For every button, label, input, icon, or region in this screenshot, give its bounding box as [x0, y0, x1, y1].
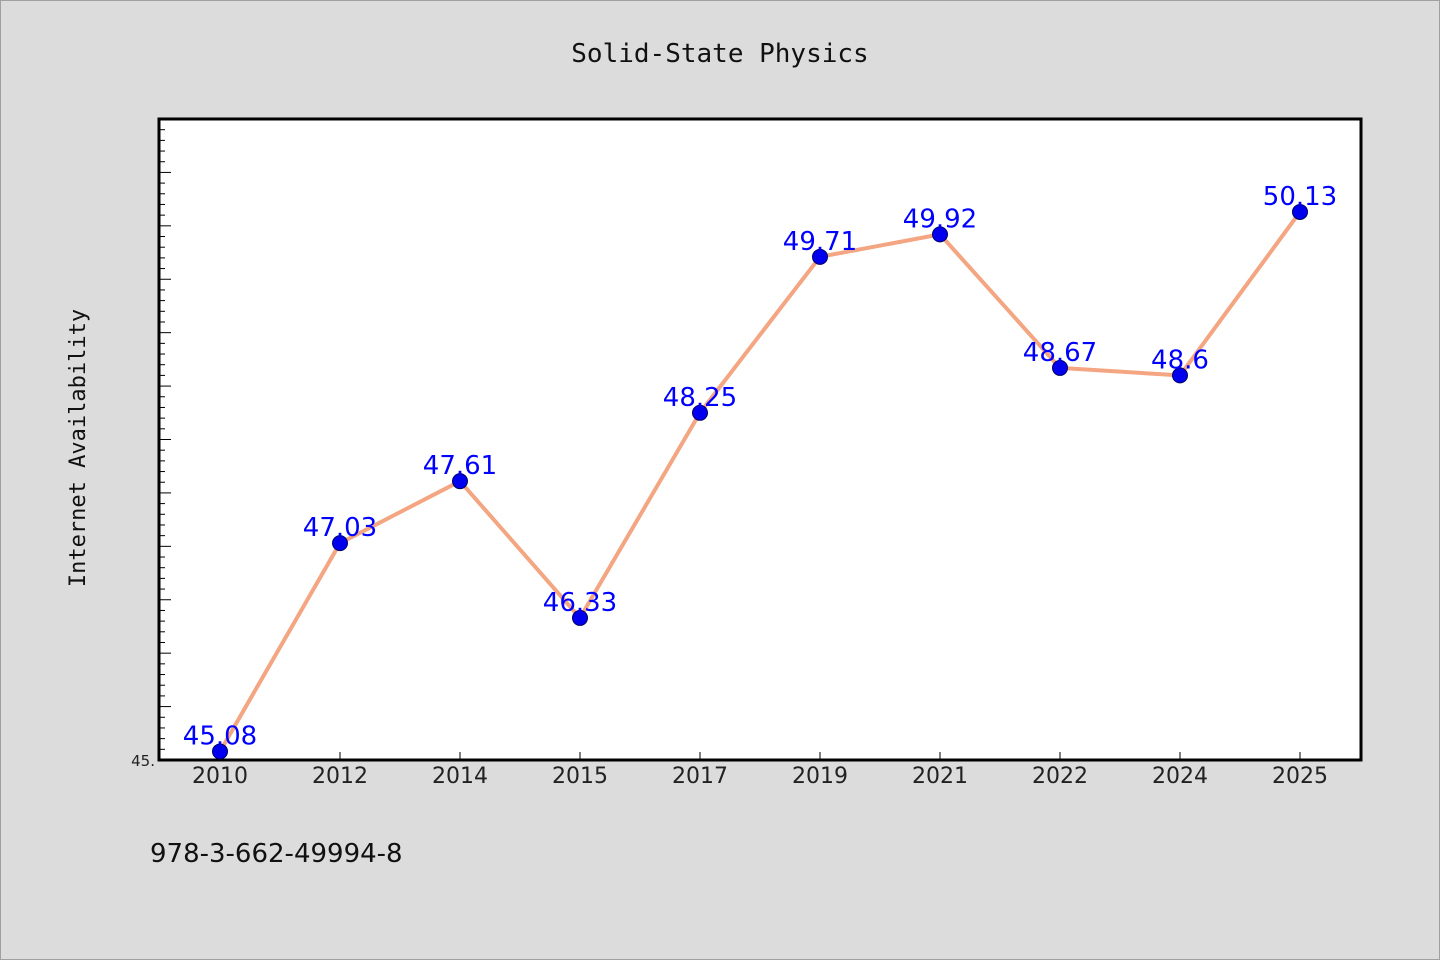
- data-point-2014: [452, 473, 468, 490]
- data-label-2014: 47.61: [423, 451, 497, 481]
- x-tick-label: 2010: [192, 764, 248, 789]
- data-label-2022: 48.67: [1023, 338, 1097, 368]
- data-label-2012: 47.03: [303, 513, 377, 543]
- x-tick-label: 2015: [552, 764, 608, 789]
- x-tick-label: 2021: [912, 764, 968, 789]
- data-point-2019: [812, 248, 828, 265]
- data-point-2017: [692, 404, 708, 421]
- data-label-2025: 50.13: [1263, 182, 1337, 212]
- data-point-2025: [1292, 203, 1308, 220]
- data-labels: 45.08 47.03 47.61 46.33 48.25 49.71 49.92 48.67…: [183, 182, 1337, 752]
- data-label-2017: 48.25: [663, 383, 737, 413]
- data-point-2010: [212, 743, 228, 760]
- data-point-2021: [932, 226, 948, 243]
- y-axis-label: Internet Availability: [66, 309, 91, 587]
- isbn-footer: 978-3-662-49994-8: [150, 839, 403, 869]
- x-tick-label: 2012: [312, 764, 368, 789]
- x-tick-label: 2019: [792, 764, 848, 789]
- y-axis-ticks: 45.: [131, 118, 171, 770]
- x-tick-label: 2024: [1152, 764, 1208, 789]
- x-tick-label: 2017: [672, 764, 728, 789]
- data-label-2019: 49.71: [783, 227, 857, 257]
- plot-area: [157, 117, 1363, 762]
- data-label-2015: 46.33: [543, 588, 617, 618]
- series-layer: [212, 203, 1308, 760]
- data-point-2015: [572, 609, 588, 626]
- data-point-2024: [1172, 367, 1188, 384]
- data-label-2021: 49.92: [903, 204, 977, 234]
- x-tick-label: 2025: [1272, 764, 1328, 789]
- data-point-2022: [1052, 359, 1068, 376]
- x-tick-label: 2022: [1032, 764, 1088, 789]
- x-tick-label: 2014: [432, 764, 488, 789]
- data-label-2024: 48.6: [1151, 345, 1209, 375]
- x-axis-ticks: 2010 2012 2014 2015 2017 2019 2021 2022 2024 2025: [192, 752, 1328, 789]
- data-point-2012: [332, 535, 348, 552]
- y-tick-label: 45.: [131, 752, 155, 770]
- series-line: [218, 209, 1302, 754]
- data-label-2010: 45.08: [183, 721, 257, 751]
- chart-title: Solid-State Physics: [571, 39, 868, 69]
